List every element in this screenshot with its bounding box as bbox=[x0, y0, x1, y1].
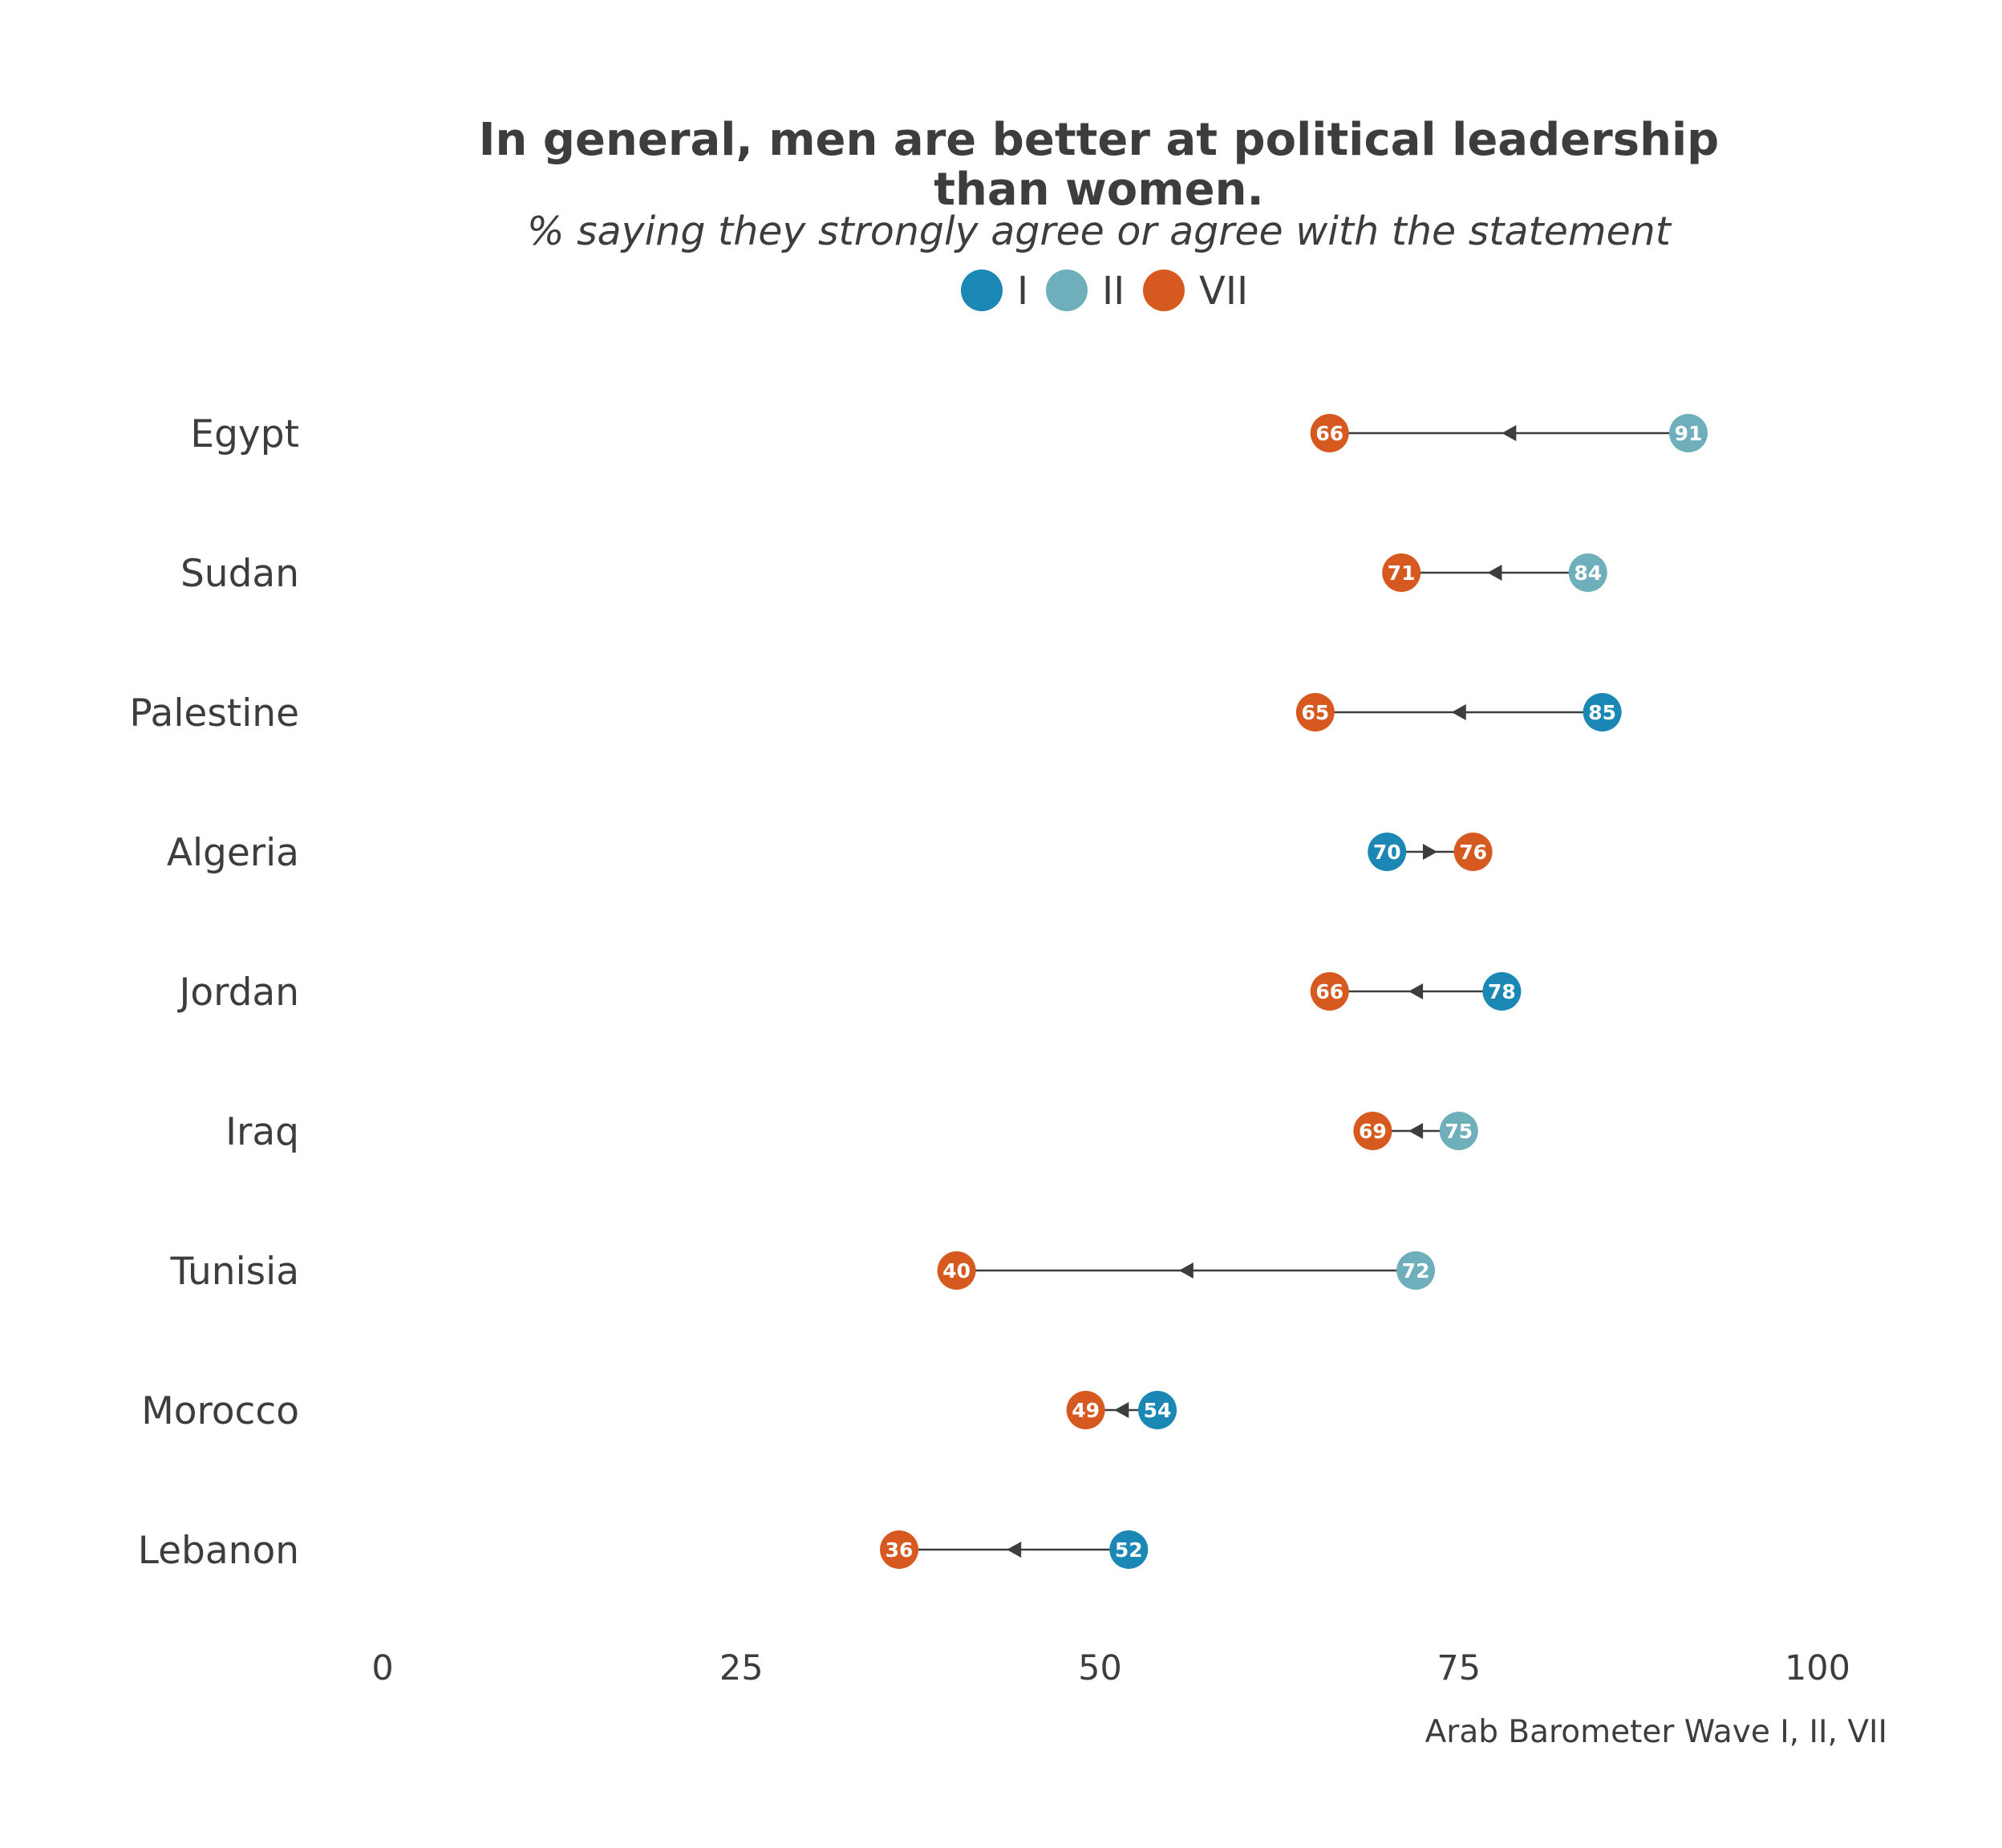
point-value-label: 91 bbox=[1675, 422, 1703, 445]
legend-swatch-ii bbox=[1046, 270, 1088, 311]
point-value-label: 36 bbox=[886, 1538, 914, 1562]
country-label: Sudan bbox=[180, 552, 299, 596]
row-tunisia: Tunisia 72 40 bbox=[169, 1250, 1436, 1294]
point-wave-vii bbox=[1310, 972, 1349, 1011]
point-value-label: 71 bbox=[1388, 561, 1416, 585]
country-label: Palestine bbox=[129, 691, 299, 736]
legend-label-vii: VII bbox=[1199, 269, 1248, 314]
change-arrowhead bbox=[1408, 983, 1424, 999]
row-lebanon: Lebanon 52 36 bbox=[138, 1529, 1149, 1573]
change-arrowhead bbox=[1502, 425, 1517, 441]
point-wave-vii bbox=[1295, 693, 1335, 732]
chart-caption: Arab Barometer Wave I, II, VII bbox=[1425, 1714, 1887, 1750]
point-wave-vii bbox=[937, 1251, 976, 1290]
x-tick-label: 100 bbox=[1785, 1648, 1850, 1688]
point-wave-vii bbox=[1353, 1112, 1392, 1150]
point-wave-i bbox=[1368, 833, 1407, 871]
point-wave-ii bbox=[1396, 1251, 1436, 1290]
plot-rows: Egypt 91 66 Sudan 84 71 Palestine 85 65 Algeria 70… bbox=[129, 412, 1708, 1573]
change-arrowhead bbox=[1178, 1262, 1194, 1279]
row-algeria: Algeria 70 76 bbox=[167, 831, 1493, 875]
point-value-label: 69 bbox=[1359, 1120, 1387, 1143]
change-arrowhead bbox=[1451, 704, 1466, 720]
country-label: Egypt bbox=[190, 412, 299, 456]
chart-title-line-1: In general, men are better at political … bbox=[479, 114, 1720, 166]
change-arrowhead bbox=[1422, 844, 1437, 860]
chart-title-line-2: than women. bbox=[934, 164, 1263, 216]
point-value-label: 70 bbox=[1373, 841, 1401, 864]
country-label: Iraq bbox=[225, 1110, 299, 1154]
point-wave-i bbox=[1109, 1530, 1149, 1569]
point-value-label: 66 bbox=[1315, 422, 1343, 445]
x-tick-label: 50 bbox=[1078, 1648, 1122, 1688]
point-wave-vii bbox=[1382, 553, 1421, 592]
point-wave-i bbox=[1138, 1391, 1177, 1429]
point-value-label: 84 bbox=[1574, 561, 1602, 585]
point-wave-ii bbox=[1439, 1112, 1478, 1150]
country-label: Lebanon bbox=[138, 1529, 299, 1573]
country-label: Tunisia bbox=[169, 1250, 299, 1294]
country-label: Algeria bbox=[167, 831, 299, 875]
point-wave-i bbox=[1482, 972, 1522, 1011]
x-tick-label: 25 bbox=[719, 1648, 764, 1688]
country-label: Jordan bbox=[176, 971, 299, 1015]
point-value-label: 54 bbox=[1144, 1399, 1172, 1422]
legend-swatch-i bbox=[961, 270, 1003, 311]
point-wave-vii bbox=[1066, 1391, 1105, 1429]
point-value-label: 66 bbox=[1315, 980, 1343, 1003]
change-arrowhead bbox=[1487, 565, 1502, 581]
legend: I II VII bbox=[961, 269, 1248, 314]
x-tick-label: 0 bbox=[371, 1648, 393, 1688]
change-arrowhead bbox=[1114, 1402, 1129, 1418]
x-tick-label: 75 bbox=[1437, 1648, 1481, 1688]
point-wave-vii bbox=[1453, 833, 1493, 871]
point-value-label: 85 bbox=[1588, 701, 1616, 724]
row-egypt: Egypt 91 66 bbox=[190, 412, 1708, 456]
point-value-label: 65 bbox=[1301, 701, 1329, 724]
point-wave-i bbox=[1583, 693, 1622, 732]
legend-label-ii: II bbox=[1102, 269, 1125, 314]
point-wave-ii bbox=[1668, 414, 1708, 452]
legend-label-i: I bbox=[1017, 269, 1028, 314]
x-axis: 0 25 50 75 100 bbox=[371, 1648, 1850, 1688]
point-wave-vii bbox=[1310, 414, 1349, 452]
point-value-label: 78 bbox=[1488, 980, 1516, 1003]
point-value-label: 72 bbox=[1402, 1259, 1430, 1283]
row-palestine: Palestine 85 65 bbox=[129, 691, 1622, 736]
country-label: Morocco bbox=[141, 1389, 299, 1433]
point-value-label: 75 bbox=[1445, 1120, 1473, 1143]
point-value-label: 49 bbox=[1072, 1399, 1100, 1422]
row-morocco: Morocco 54 49 bbox=[141, 1389, 1177, 1433]
point-value-label: 52 bbox=[1115, 1538, 1143, 1562]
change-arrowhead bbox=[1007, 1542, 1022, 1558]
row-sudan: Sudan 84 71 bbox=[180, 552, 1607, 596]
point-value-label: 76 bbox=[1459, 841, 1487, 864]
row-jordan: Jordan 78 66 bbox=[176, 971, 1522, 1015]
change-arrowhead bbox=[1408, 1123, 1424, 1139]
point-value-label: 40 bbox=[942, 1259, 971, 1283]
chart-subtitle: % saying they strongly agree or agree wi… bbox=[527, 209, 1672, 254]
point-wave-ii bbox=[1568, 553, 1607, 592]
row-iraq: Iraq 75 69 bbox=[225, 1110, 1478, 1154]
point-wave-vii bbox=[880, 1530, 919, 1569]
legend-swatch-vii bbox=[1143, 270, 1185, 311]
